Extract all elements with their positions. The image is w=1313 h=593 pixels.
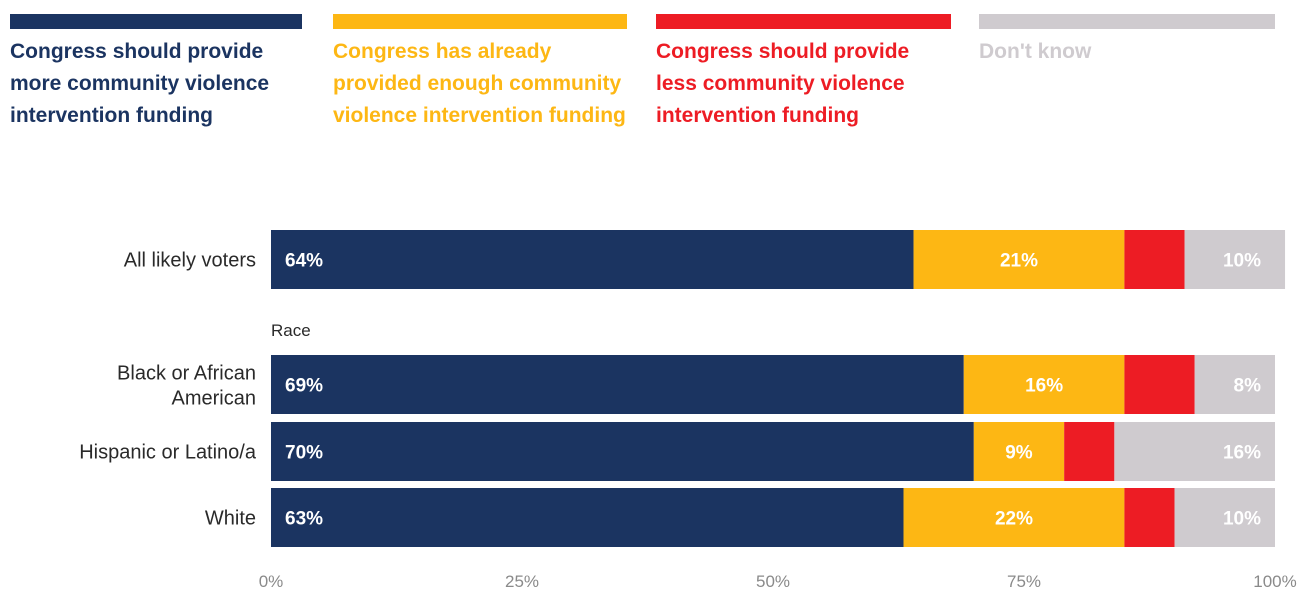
group-label-race: Race [271, 321, 311, 340]
legend-swatch-more-funding [10, 14, 302, 29]
bar-segment-white-1 [903, 488, 1125, 547]
legend-swatch-less-funding [656, 14, 951, 29]
x-tick-label-0: 0% [259, 572, 284, 591]
data-label-hispanic-or-latino-a-0: 70% [285, 443, 323, 464]
legend-label-more-funding: Congress should provide more community v… [10, 40, 270, 127]
legend: Congress should provide more community v… [10, 14, 1275, 174]
legend-swatch-dont-know [979, 14, 1275, 29]
x-tick-label-3: 75% [1007, 572, 1041, 591]
legend-item-enough-funding: Congress has already provided enough com… [333, 14, 627, 132]
bar-segment-all-likely-voters-2 [1124, 230, 1185, 289]
data-label-all-likely-voters-3: 10% [1223, 251, 1261, 272]
data-label-black-or-african-american-3: 8% [1234, 376, 1262, 397]
data-label-hispanic-or-latino-a-1: 9% [1005, 443, 1033, 464]
legend-label-enough-funding: Congress has already provided enough com… [333, 40, 626, 127]
bar-segment-black-or-african-american-3 [1194, 355, 1275, 414]
data-label-black-or-african-american-0: 69% [285, 376, 323, 397]
legend-item-dont-know: Don't know [979, 14, 1275, 68]
x-tick-label-4: 100% [1253, 572, 1296, 591]
legend-label-less-funding: Congress should provide less community v… [656, 40, 910, 127]
bar-segment-hispanic-or-latino-a-2 [1064, 422, 1115, 481]
category-label-black-or-african-american: Black or African American [117, 363, 256, 410]
bar-segment-black-or-african-american-1 [963, 355, 1125, 414]
bar-segment-all-likely-voters-1 [913, 230, 1125, 289]
data-label-white-0: 63% [285, 509, 323, 530]
bar-segment-white-3 [1174, 488, 1275, 547]
data-label-hispanic-or-latino-a-3: 16% [1223, 443, 1261, 464]
x-tick-label-2: 50% [756, 572, 790, 591]
bar-segment-all-likely-voters-3 [1184, 230, 1286, 289]
category-label-all-likely-voters: All likely voters [124, 250, 256, 272]
legend-item-more-funding: Congress should provide more community v… [10, 14, 302, 132]
data-label-all-likely-voters-1: 21% [1000, 251, 1038, 272]
bar-segment-black-or-african-american-2 [1124, 355, 1195, 414]
category-label-hispanic-or-latino-a: Hispanic or Latino/a [79, 442, 257, 464]
bar-segment-hispanic-or-latino-a-0 [271, 422, 974, 481]
bar-segment-black-or-african-american-0 [271, 355, 964, 414]
data-label-all-likely-voters-0: 64% [285, 251, 323, 272]
x-tick-label-1: 25% [505, 572, 539, 591]
bar-segment-white-0 [271, 488, 904, 547]
bar-segment-hispanic-or-latino-a-1 [973, 422, 1065, 481]
legend-swatch-enough-funding [333, 14, 627, 29]
data-label-white-3: 10% [1223, 509, 1261, 530]
legend-label-dont-know: Don't know [979, 40, 1092, 63]
bar-segment-all-likely-voters-0 [271, 230, 914, 289]
legend-item-less-funding: Congress should provide less community v… [656, 14, 951, 132]
bar-segment-hispanic-or-latino-a-3 [1114, 422, 1275, 481]
bar-segment-white-2 [1124, 488, 1175, 547]
data-label-black-or-african-american-1: 16% [1025, 376, 1063, 397]
category-label-white: White [205, 508, 256, 530]
data-label-white-1: 22% [995, 509, 1033, 530]
